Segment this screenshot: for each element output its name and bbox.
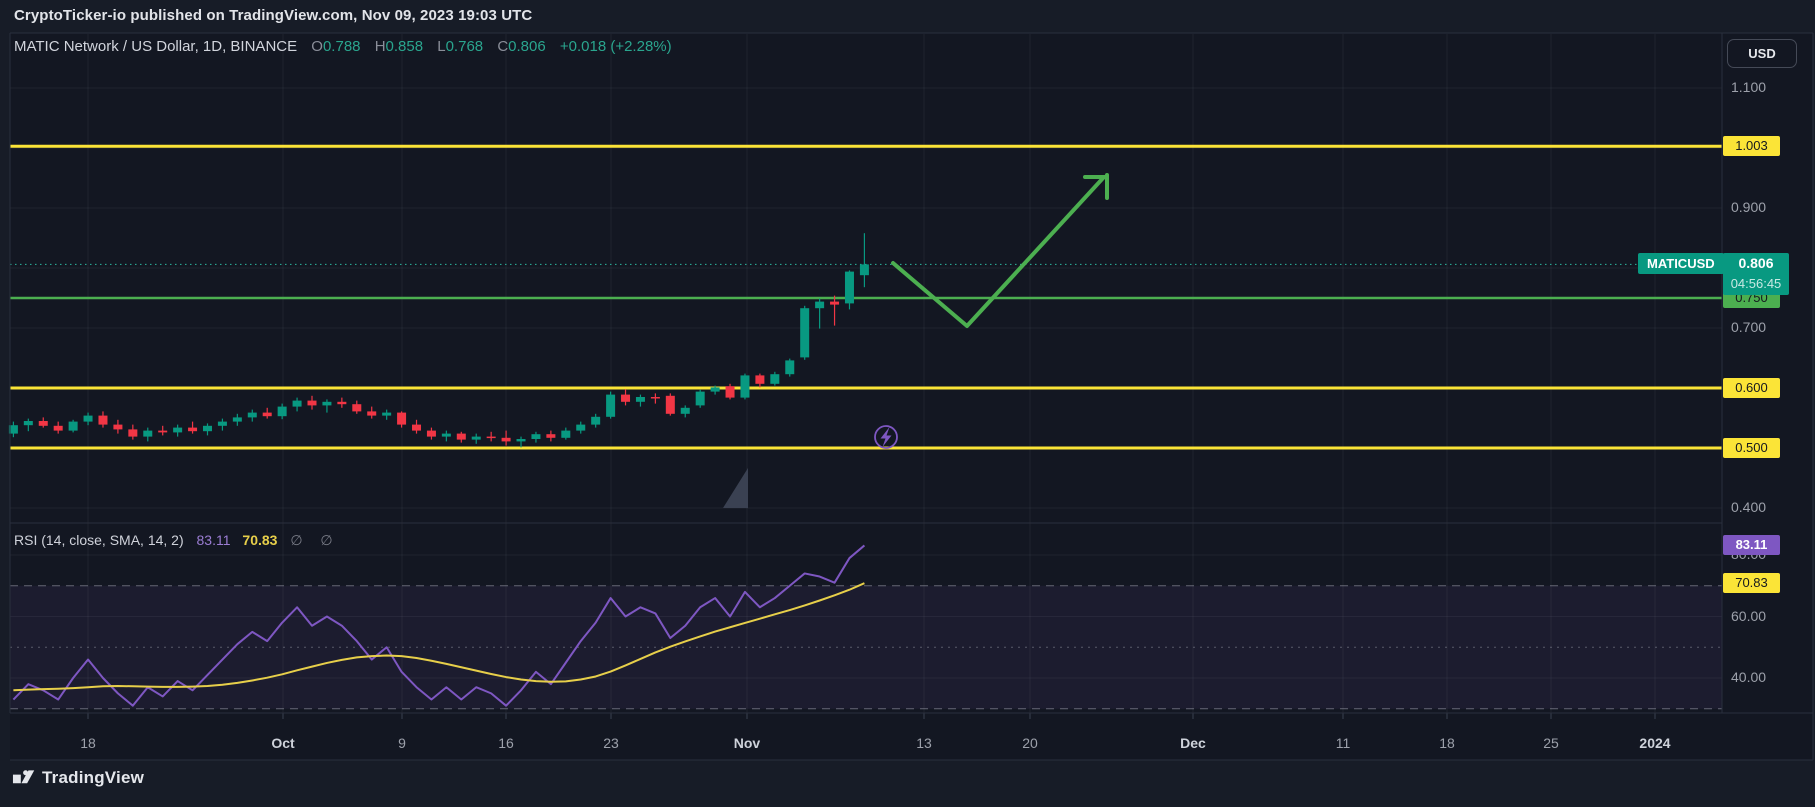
- high-label: H: [374, 38, 386, 55]
- time-tick: 16: [498, 735, 514, 751]
- symbol-legend[interactable]: MATIC Network / US Dollar, 1D, BINANCE O…: [14, 38, 672, 55]
- time-tick: 25: [1543, 735, 1559, 751]
- price-scale-label: 1.100: [1731, 79, 1767, 95]
- open-label: O: [311, 38, 323, 55]
- currency-toggle-button[interactable]: USD: [1727, 39, 1797, 68]
- time-tick: 20: [1022, 735, 1038, 751]
- time-tick-major: 2024: [1639, 735, 1671, 751]
- symbol-title[interactable]: MATIC Network / US Dollar, 1D, BINANCE: [14, 38, 298, 55]
- time-tick-major: Dec: [1180, 735, 1206, 751]
- symbol-price-marker: MATICUSD: [1638, 253, 1724, 275]
- price-level-badge: 0.600: [1723, 378, 1780, 398]
- price-level-badge: 0.500: [1723, 438, 1780, 458]
- open-value: 0.788: [322, 38, 361, 55]
- time-tick: 18: [80, 735, 96, 751]
- price-level-badge: 1.003: [1723, 136, 1780, 157]
- price-scale-label: 0.700: [1731, 319, 1767, 335]
- rsi-sma-value: 70.83: [242, 532, 278, 548]
- rsi-value-badge: 70.83: [1723, 573, 1780, 594]
- change-value: +0.018 (+2.28%): [559, 38, 672, 55]
- rsi-title[interactable]: RSI (14, close, SMA, 14, 2): [14, 532, 184, 548]
- rsi-current-value: 83.11: [196, 532, 231, 548]
- chart-background: [10, 33, 1813, 760]
- time-tick-major: Nov: [733, 735, 761, 751]
- rsi-scale-label: 40.00: [1731, 669, 1767, 685]
- rsi-value-badge: 83.11: [1723, 535, 1780, 556]
- time-tick: 18: [1439, 735, 1455, 751]
- high-value: 0.858: [385, 38, 424, 55]
- time-tick: 9: [398, 735, 406, 751]
- price-scale-label: 0.900: [1731, 199, 1767, 215]
- close-value: 0.806: [508, 38, 546, 55]
- close-label: C: [497, 38, 509, 55]
- rsi-indicator-legend[interactable]: RSI (14, close, SMA, 14, 2) 83.11 70.83 …: [14, 532, 340, 549]
- tradingview-brand-text: TradingView: [42, 767, 145, 787]
- last-price-badge: 0.806 04:56:45: [1723, 253, 1789, 296]
- rsi-empty-values: ∅ ∅: [290, 532, 340, 548]
- time-tick-major: Oct: [271, 735, 295, 751]
- bar-countdown: 04:56:45: [1730, 276, 1782, 292]
- time-tick: 13: [916, 735, 932, 751]
- publish-title: CryptoTicker-io published on TradingView…: [14, 7, 533, 24]
- rsi-scale-label: 60.00: [1731, 607, 1767, 624]
- price-scale-label: 0.400: [1731, 499, 1767, 515]
- time-scale[interactable]: 18 Oct 9 16 23 Nov 13 20 Dec 11 18 25 2024: [10, 713, 1722, 760]
- tradingview-footer[interactable]: TradingView: [12, 766, 144, 789]
- price-scale[interactable]: 1.1000.9000.7000.40080.0060.0040.001.003…: [1722, 33, 1815, 713]
- low-value: 0.768: [445, 38, 484, 55]
- tradingview-logo-icon: [12, 770, 35, 784]
- time-tick: 11: [1335, 735, 1351, 751]
- last-price-value: 0.806: [1738, 255, 1774, 272]
- time-tick: 23: [603, 735, 619, 751]
- low-label: L: [437, 38, 446, 55]
- publish-header: CryptoTicker-io published on TradingView…: [14, 7, 532, 29]
